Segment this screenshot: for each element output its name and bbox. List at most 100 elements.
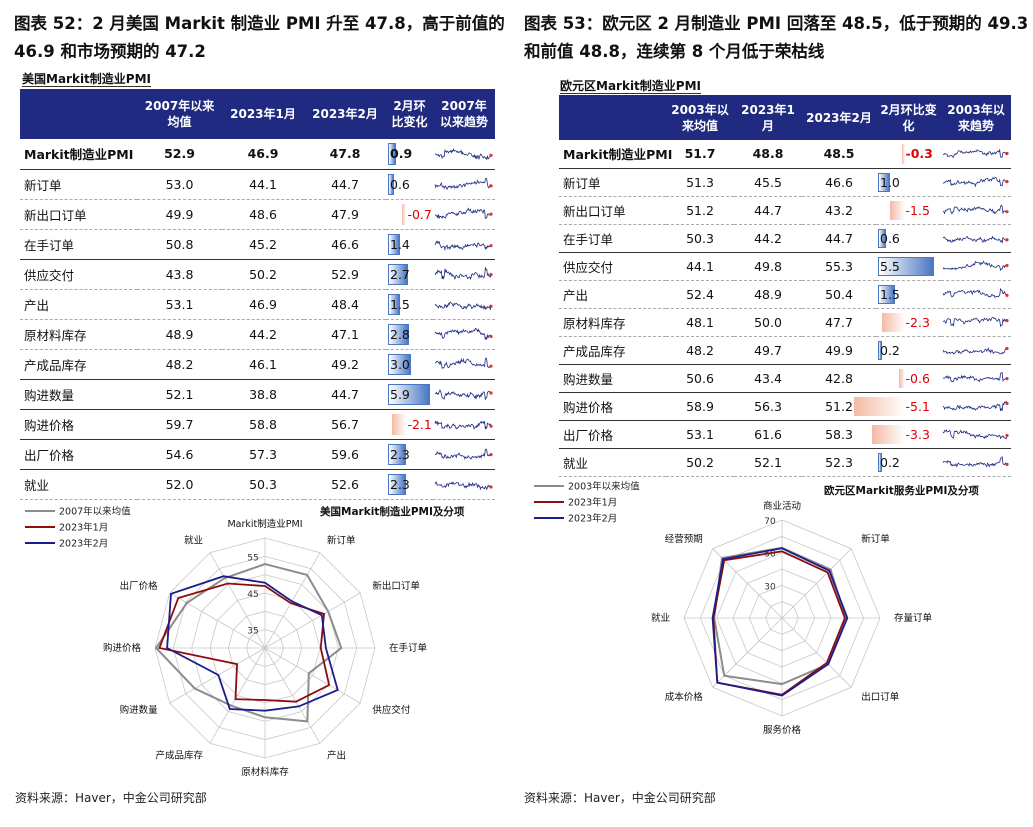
radar-tick-label: 70 [764, 517, 776, 527]
value-feb: 46.6 [304, 229, 386, 260]
value-jan: 48.6 [222, 199, 304, 230]
change-bar [392, 413, 407, 435]
change-bar [388, 473, 406, 495]
row-label: 产成品库存 [559, 336, 666, 365]
trend-sparkline [942, 287, 1009, 298]
radar-axis-label: 产成品库存 [155, 749, 203, 761]
header-cell: 2007年以来均值 [137, 89, 222, 139]
value-jan: 52.1 [734, 448, 802, 477]
value-jan: 44.1 [222, 169, 304, 200]
change-bar [898, 368, 905, 388]
trend-cell [433, 169, 495, 200]
value-feb: 44.7 [802, 224, 876, 253]
radar-axis-label: 新订单 [327, 535, 356, 547]
trend-sparkline [942, 372, 1009, 383]
row-label: 产出 [559, 280, 666, 309]
change-value: 2.3 [390, 446, 410, 462]
radar-axis-label: 产出 [327, 749, 346, 761]
row-label: 产出 [20, 289, 137, 320]
table-row: 购进数量 50.6 43.4 42.8 -0.6 [559, 364, 1011, 393]
change-bar [388, 233, 400, 255]
change-bar [878, 256, 935, 276]
value-avg: 52.4 [666, 280, 734, 309]
source-note: 资料来源：Haver，中金公司研究部 [524, 791, 716, 805]
change-bar [878, 452, 882, 472]
row-label: 就业 [20, 469, 137, 500]
pmi-table: 2003年以来均值 2023年1月 2023年2月 2月环比变化 2003年以来趋势 M… [559, 95, 1011, 477]
change-bar [878, 340, 882, 360]
value-jan: 45.2 [222, 229, 304, 260]
table-row: 产出 52.4 48.9 50.4 1.5 [559, 280, 1011, 309]
row-label: 原材料库存 [559, 308, 666, 337]
row-label: 出厂价格 [559, 420, 666, 449]
value-feb: 49.9 [802, 336, 876, 365]
trend-cell [433, 229, 495, 260]
radar-tick-label: 50 [764, 550, 776, 560]
trend-cell [433, 289, 495, 320]
trend-sparkline [942, 317, 1009, 328]
row-label: 产成品库存 [20, 349, 137, 380]
row-label: 供应交付 [20, 259, 137, 290]
table-header-row: 2007年以来均值 2023年1月 2023年2月 2月环比变化 2007年以来趋势 [20, 89, 495, 139]
change-cell: -2.3 [876, 308, 941, 337]
trend-sparkline [434, 207, 493, 220]
trend-cell [941, 252, 1011, 281]
value-jan: 44.2 [734, 224, 802, 253]
row-label: 在手订单 [559, 224, 666, 253]
header-cell [20, 89, 137, 139]
trend-sparkline [434, 177, 493, 191]
radar-series-2 [158, 582, 331, 703]
change-value: 2.8 [390, 326, 410, 342]
change-cell: 0.9 [386, 139, 433, 170]
change-value: -1.5 [905, 202, 930, 218]
header-cell: 2月环比变化 [876, 95, 941, 140]
radar-axis-label: 购进价格 [103, 642, 142, 654]
table-row: 就业 50.2 52.1 52.3 0.2 [559, 448, 1011, 477]
change-value: -2.1 [407, 416, 432, 432]
radar-axis-label: 服务价格 [763, 724, 802, 736]
value-feb: 52.6 [304, 469, 386, 500]
header-cell: 2007年以来趋势 [433, 89, 495, 139]
change-cell: -0.6 [876, 364, 941, 393]
radar-series-3 [711, 547, 849, 697]
change-cell: 5.5 [876, 252, 941, 281]
value-avg: 51.7 [666, 140, 734, 169]
trend-cell [941, 420, 1011, 449]
legend-label: 2023年2月 [59, 538, 108, 550]
header-cell [559, 95, 666, 140]
radar-axis-label: 出口订单 [861, 691, 900, 703]
trend-cell [433, 439, 495, 470]
trend-sparkline [434, 240, 493, 252]
figure-title: 图表 53：欧元区 2 月制造业 PMI 回落至 48.5，低于预期的 49.3… [524, 14, 1029, 61]
change-value: 2.7 [390, 266, 410, 282]
change-cell: 2.3 [386, 439, 433, 470]
row-label: 出厂价格 [20, 439, 137, 470]
value-feb: 42.8 [802, 364, 876, 393]
value-avg: 44.1 [666, 252, 734, 281]
value-jan: 57.3 [222, 439, 304, 470]
value-feb: 50.4 [802, 280, 876, 309]
value-jan: 58.8 [222, 409, 304, 440]
table-row: 原材料库存 48.1 50.0 47.7 -2.3 [559, 308, 1011, 337]
trend-sparkline [434, 266, 493, 281]
change-bar [401, 203, 407, 225]
trend-sparkline [434, 357, 493, 369]
radar-grid [154, 537, 376, 759]
change-cell: -0.7 [386, 199, 433, 230]
radar-series-2 [712, 550, 846, 696]
change-cell: 1.4 [386, 229, 433, 260]
table-row: 产成品库存 48.2 49.7 49.9 0.2 [559, 336, 1011, 365]
change-value: 1.5 [880, 286, 900, 302]
value-avg: 52.0 [137, 469, 222, 500]
value-avg: 52.9 [137, 139, 222, 170]
radar-axis-label: 新出口订单 [372, 580, 420, 592]
change-value: 1.0 [880, 174, 900, 190]
trend-cell [433, 349, 495, 380]
value-avg: 59.7 [137, 409, 222, 440]
legend-label: 2023年1月 [568, 497, 617, 509]
trend-cell [433, 259, 495, 290]
change-value: 5.9 [390, 386, 410, 402]
table-row: 新出口订单 49.9 48.6 47.9 -0.7 [20, 199, 495, 230]
radar-axis-label: 出厂价格 [120, 580, 159, 592]
radar-chart: 35 45 55 Markit制造业PMI 新订单新出口订单在手订单供应交付产出原材料库… [25, 505, 465, 778]
